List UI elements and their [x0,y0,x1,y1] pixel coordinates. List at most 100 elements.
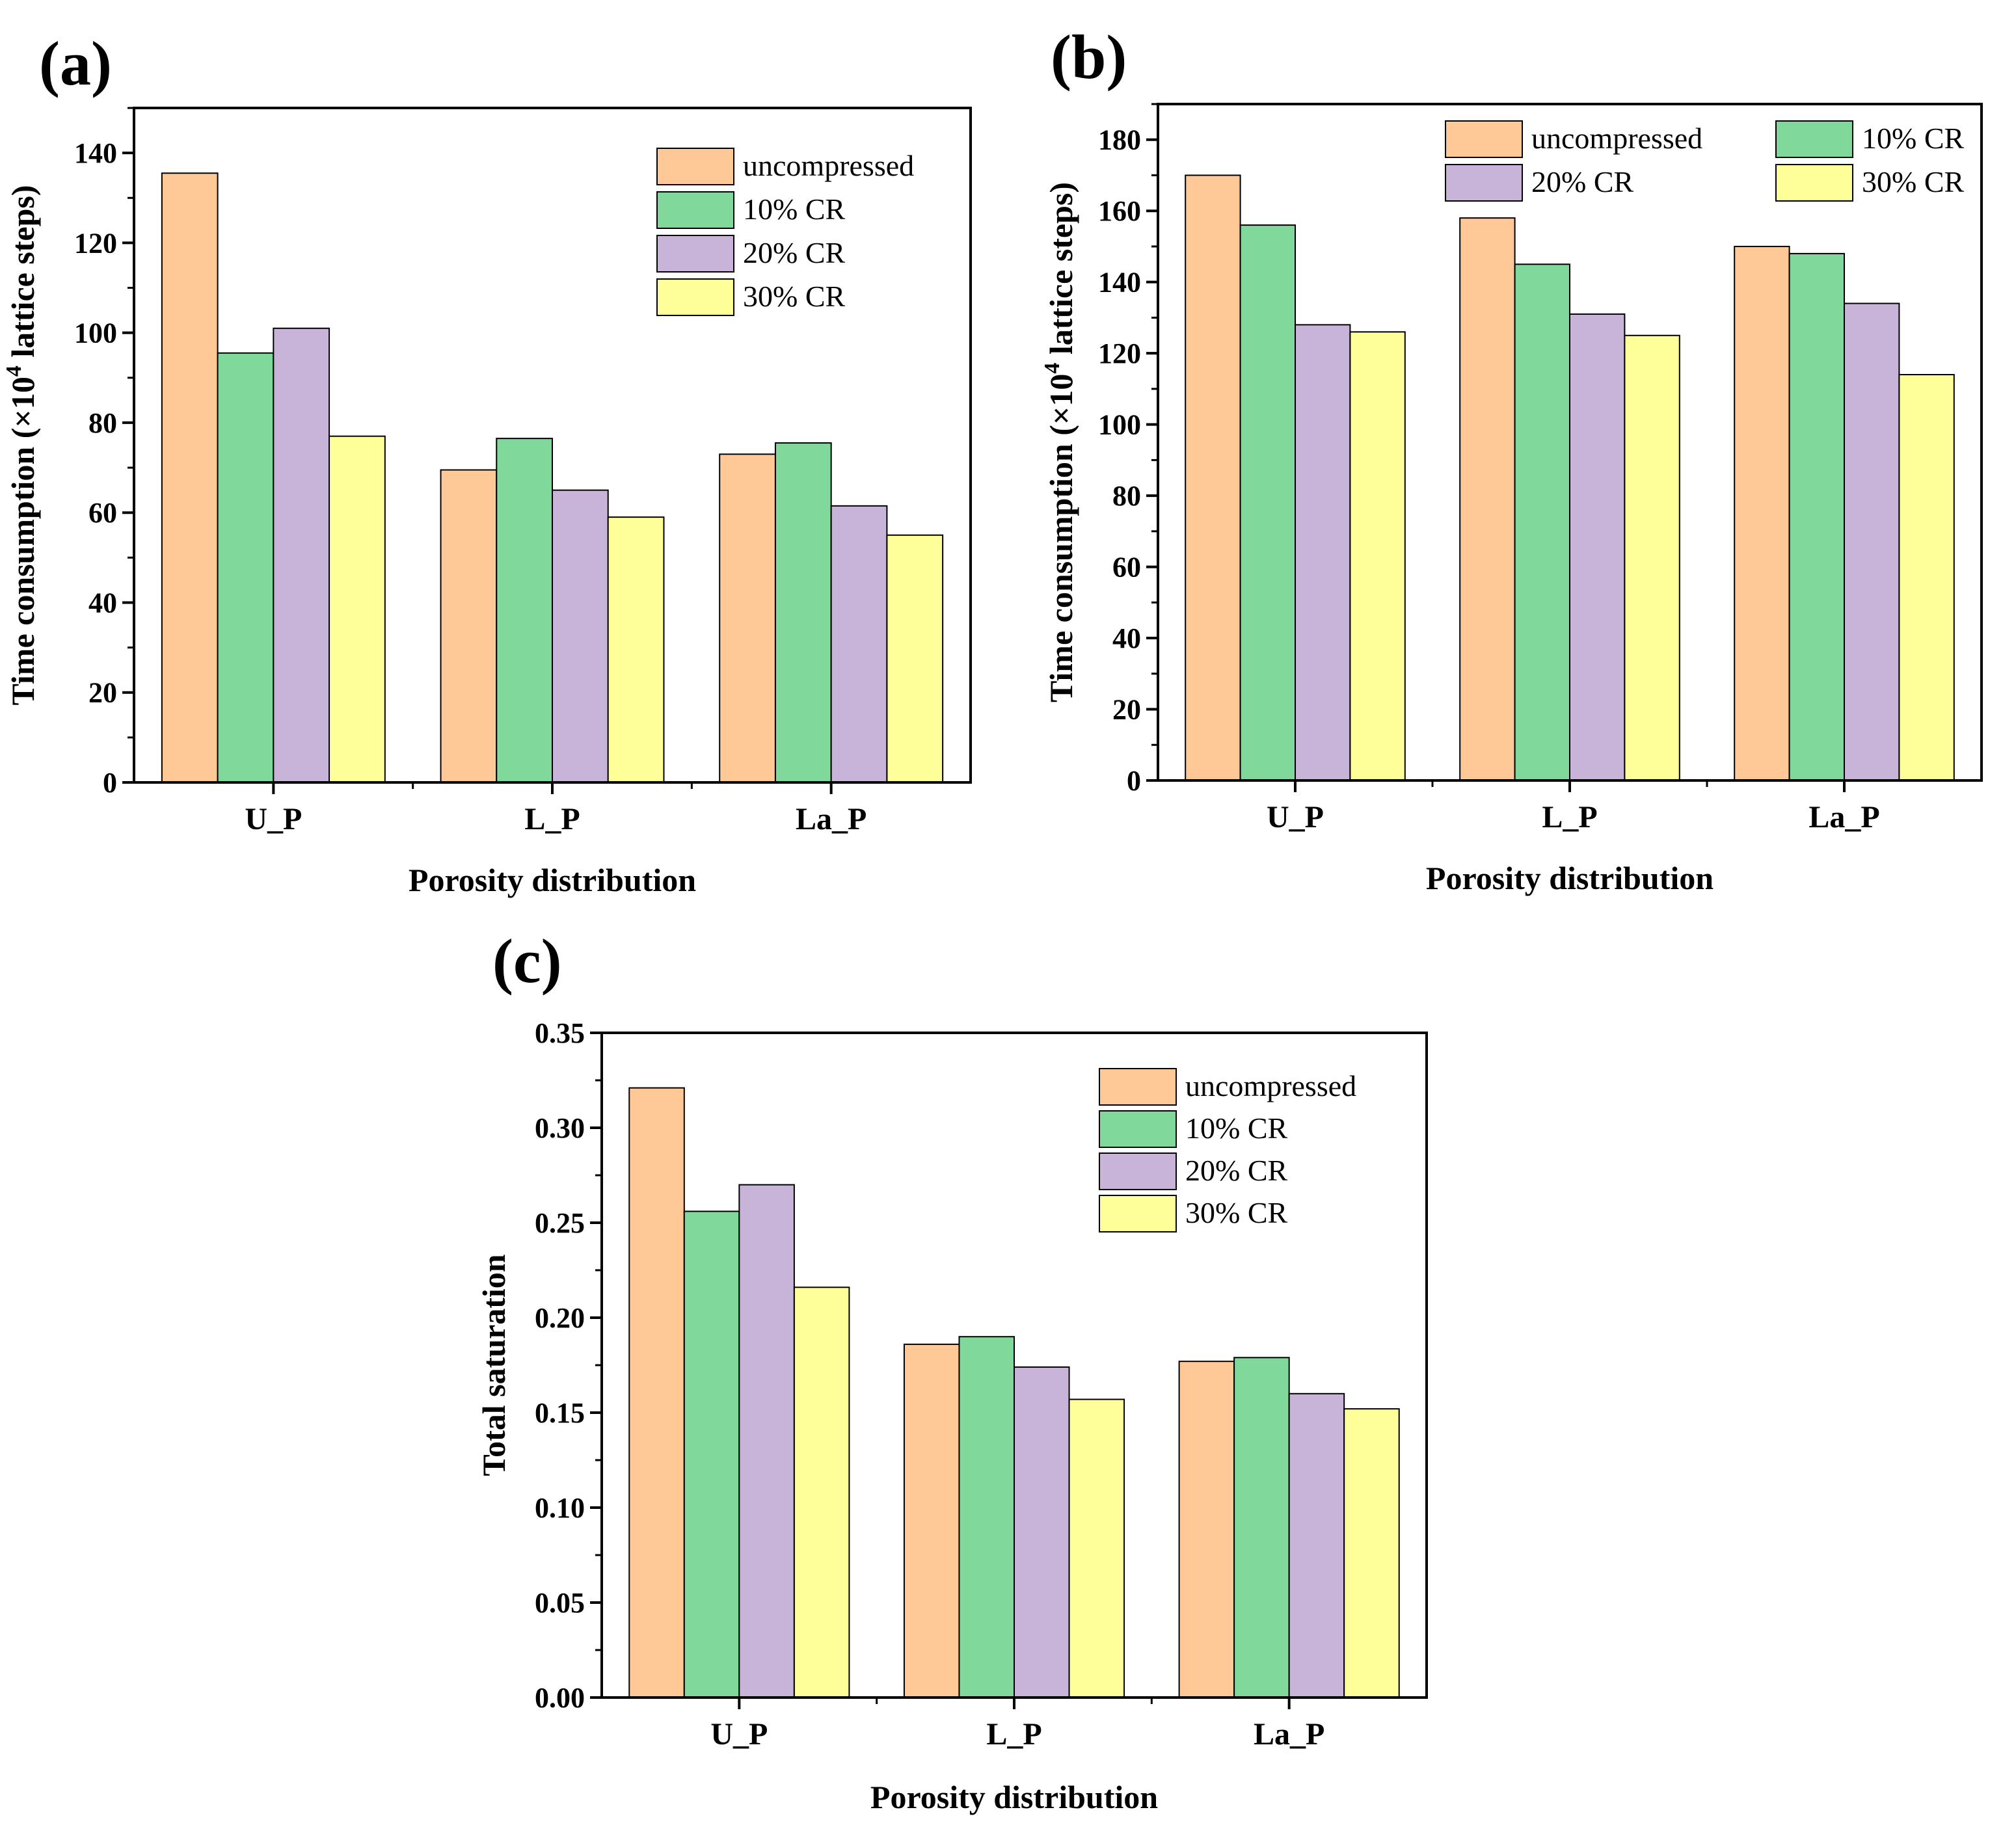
legend-label: 30% CR [743,280,846,313]
bars [628,1087,1400,1699]
bar [830,505,888,784]
legend-swatch [1099,1152,1177,1190]
bar [774,442,832,783]
bar [161,172,219,783]
legend-swatch [1775,164,1853,202]
legend-swatch [1445,120,1523,158]
category-label: La_P [1254,1717,1324,1752]
x-axis-title: Porosity distribution [870,1779,1158,1815]
bar [903,1343,960,1698]
y-tick-label: 100 [74,317,117,349]
bar [1014,1366,1070,1698]
category-label: U_P [245,802,302,836]
legend-label: 30% CR [1185,1196,1288,1229]
panel-label: (c) [492,926,562,996]
bar [1459,217,1516,781]
panel-label: (b) [1051,22,1127,92]
legend: uncompressed 10% CR 20% CR 30% CR [656,148,914,316]
legend-label: 10% CR [1185,1112,1288,1145]
bar [793,1286,850,1698]
y-tick-label: 20 [88,677,117,709]
y-axis-title-main: Time consumption (×10 [1043,374,1079,702]
legend: uncompressed 10% CR 20% CR 30% CR [1445,120,1965,202]
category-label: La_P [1808,800,1879,834]
y-tick-label: 140 [1098,267,1141,299]
legend-label: 10% CR [743,193,846,226]
y-tick-label: 160 [1098,195,1141,227]
category-label: U_P [710,1717,768,1752]
y-axis-title-rest: lattice steps) [5,185,41,366]
legend-swatch [656,235,734,273]
y-tick-label: 0 [103,767,117,799]
y-tick-label: 0.20 [535,1302,585,1334]
legend-swatch [1099,1110,1177,1148]
legend-label: 10% CR [1862,122,1965,155]
y-axis-title: Time consumption (×104 lattice steps) [1040,182,1079,702]
legend-label: 20% CR [1185,1154,1288,1187]
legend-swatch [656,148,734,185]
y-axis-title-superscript: 4 [2,366,26,377]
category-label: L_P [524,802,580,836]
bar [1898,374,1955,781]
bar [496,438,553,783]
legend-swatch [1445,164,1523,202]
bar [273,327,330,783]
bar [1343,1408,1400,1698]
legend-swatch [1775,120,1853,158]
bar [683,1210,740,1698]
bar [738,1184,795,1698]
y-tick-label: 0.25 [535,1207,585,1239]
bar [1788,252,1846,782]
legend: uncompressed 10% CR 20% CR 30% CR [1099,1068,1356,1232]
y-tick-label: 80 [1112,480,1141,512]
legend-label: 20% CR [743,236,846,269]
bar [1295,324,1351,781]
y-tick-label: 0.15 [535,1397,585,1429]
category-label: La_P [796,802,867,836]
y-axis-title: Total saturation [476,1254,512,1476]
category-label: U_P [1267,800,1324,834]
legend-label: 20% CR [1531,165,1634,198]
y-tick-label: 40 [88,587,117,619]
y-tick-label: 60 [88,497,117,529]
bar [628,1087,685,1699]
y-tick-label: 120 [1098,338,1141,369]
chart-panel-b: (b) 0 20 40 60 80 100 120 140 160 180 U_P L_P La_P Por… [1040,22,1983,896]
bar [1288,1392,1345,1699]
bar [1624,334,1680,781]
y-tick-label: 0.30 [535,1112,585,1144]
bars [161,172,944,784]
bar [607,516,665,783]
x-axis-title: Porosity distribution [1426,860,1714,896]
bar [440,469,498,783]
y-axis-title-main: Time consumption (×10 [5,377,41,705]
bar [552,489,609,784]
bar [1734,245,1790,781]
legend-swatch [1099,1068,1177,1106]
bar [217,352,275,783]
y-tick-label: 20 [1112,694,1141,726]
bar [958,1336,1015,1698]
y-tick-label: 0.00 [535,1682,585,1714]
chart-panel-c: (c) 0.00 0.05 0.10 0.15 0.20 0.25 0.30 0.35 U_P L_… [476,926,1428,1815]
bars [1185,174,1955,782]
bar [1233,1357,1290,1699]
legend-label: uncompressed [743,149,914,182]
legend-swatch [1099,1195,1177,1232]
y-axis-title-superscript: 4 [1040,363,1064,374]
y-axis-title: Time consumption (×104 lattice steps) [2,185,41,705]
legend-label: uncompressed [1185,1069,1356,1102]
y-tick-label: 0.10 [535,1492,585,1524]
y-axis-title-rest: lattice steps) [1043,182,1079,363]
legend-swatch [656,278,734,316]
bar [1569,313,1626,781]
y-tick-label: 80 [88,407,117,439]
bar [1514,263,1571,781]
y-tick-label: 0.05 [535,1587,585,1619]
panel-label: (a) [39,29,112,98]
legend-label: uncompressed [1531,122,1702,155]
bar [719,453,776,783]
bar [1844,302,1900,781]
bar [1178,1361,1235,1698]
